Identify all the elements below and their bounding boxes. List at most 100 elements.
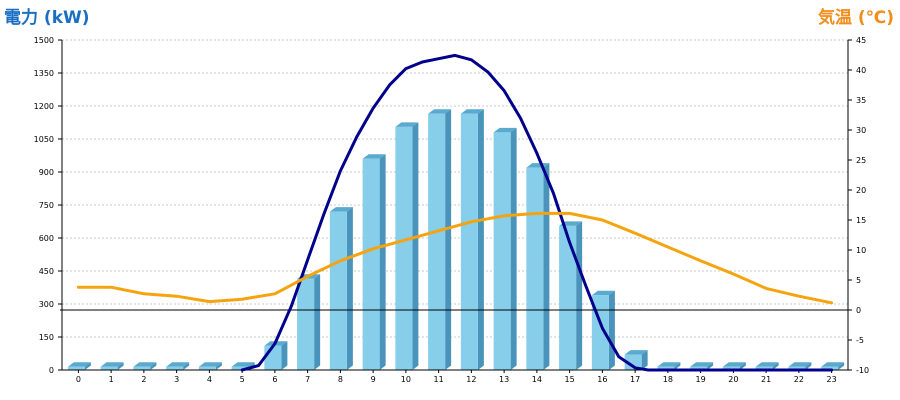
left-tick-label: 150 [39, 333, 54, 342]
bar-top [690, 362, 714, 367]
left-tick-label: 300 [39, 300, 54, 309]
x-tick-label: 16 [597, 375, 607, 384]
bar-top [67, 362, 91, 367]
bar-side [477, 109, 484, 370]
right-tick-label: 10 [856, 246, 866, 255]
x-tick-label: 7 [305, 375, 310, 384]
x-tick-label: 1 [109, 375, 114, 384]
bar [133, 366, 151, 370]
bar-side [150, 362, 157, 370]
x-tick-label: 3 [174, 375, 179, 384]
x-tick-label: 2 [141, 375, 146, 384]
bar [264, 345, 282, 370]
bar [67, 366, 85, 370]
bar [297, 278, 315, 370]
bar-top [821, 362, 845, 367]
bar-side [117, 362, 124, 370]
bar-top [493, 127, 517, 133]
left-tick-label: 450 [39, 267, 54, 276]
x-tick-label: 17 [630, 375, 640, 384]
right-tick-label: -10 [856, 366, 869, 375]
left-tick-label: 1500 [34, 36, 54, 45]
x-tick-label: 14 [532, 375, 542, 384]
x-tick-label: 13 [499, 375, 509, 384]
bar-side [674, 362, 681, 370]
left-tick-label: 0 [49, 366, 54, 375]
bar [755, 366, 773, 370]
bar [198, 366, 216, 370]
bar [166, 366, 184, 370]
bar [657, 366, 675, 370]
bar-top [395, 122, 419, 127]
bar-top [460, 109, 484, 114]
x-tick-label: 23 [827, 375, 837, 384]
bar-side [510, 127, 517, 371]
x-tick-label: 21 [761, 375, 771, 384]
bar-side [412, 122, 419, 371]
bar [624, 354, 642, 370]
x-tick-label: 18 [663, 375, 673, 384]
x-tick-label: 20 [728, 375, 738, 384]
bar-top [362, 154, 386, 159]
right-tick-label: 25 [856, 156, 866, 165]
x-tick-label: 15 [565, 375, 575, 384]
bar-top [722, 362, 746, 367]
bar [526, 167, 544, 370]
bar-top [329, 207, 353, 212]
bar-top [198, 362, 222, 367]
right-tick-label: 45 [856, 36, 866, 45]
bar [690, 366, 708, 370]
left-tick-label: 900 [39, 168, 54, 177]
bar-side [739, 362, 746, 370]
right-tick-label: 5 [856, 276, 861, 285]
x-tick-label: 12 [466, 375, 476, 384]
bar [493, 132, 511, 370]
bar-top [100, 362, 124, 367]
bar-top [133, 362, 157, 367]
bar-side [281, 341, 288, 370]
bar-side [543, 163, 550, 370]
bar [329, 211, 347, 370]
bar [460, 113, 478, 370]
bar-top [231, 362, 255, 367]
right-tick-label: 20 [856, 186, 866, 195]
bar [395, 126, 413, 371]
x-tick-label: 5 [240, 375, 245, 384]
bar [100, 366, 118, 370]
bar-side [805, 362, 812, 370]
bar-top [166, 362, 190, 367]
x-tick-label: 4 [207, 375, 212, 384]
right-tick-label: 0 [856, 306, 861, 315]
x-tick-label: 9 [371, 375, 376, 384]
bar-top [428, 109, 452, 114]
bar-side [608, 290, 615, 370]
bar [362, 158, 380, 370]
bar-side [84, 362, 91, 370]
right-axis-label: 気温 (℃) [817, 8, 894, 28]
bar-side [215, 362, 222, 370]
left-tick-label: 1350 [34, 69, 54, 78]
bar-top [657, 362, 681, 367]
bar-side [183, 362, 190, 370]
bar-top [624, 350, 648, 355]
bar [559, 225, 577, 370]
temperature-line [76, 211, 834, 305]
bar [788, 366, 806, 370]
x-tick-label: 10 [401, 375, 411, 384]
left-tick-label: 750 [39, 201, 54, 210]
bar [231, 366, 249, 370]
bar-side [641, 350, 648, 370]
right-tick-label: 15 [856, 216, 866, 225]
left-tick-label: 1050 [34, 135, 54, 144]
left-axis-label: 電力 (kW) [4, 8, 90, 28]
right-tick-label: -5 [856, 336, 864, 345]
right-tick-label: 30 [856, 126, 866, 135]
right-tick-label: 40 [856, 66, 866, 75]
bar-top [755, 362, 779, 367]
bar-side [445, 109, 452, 370]
bar [428, 113, 446, 370]
bar-side [576, 221, 583, 370]
bar [722, 366, 740, 370]
